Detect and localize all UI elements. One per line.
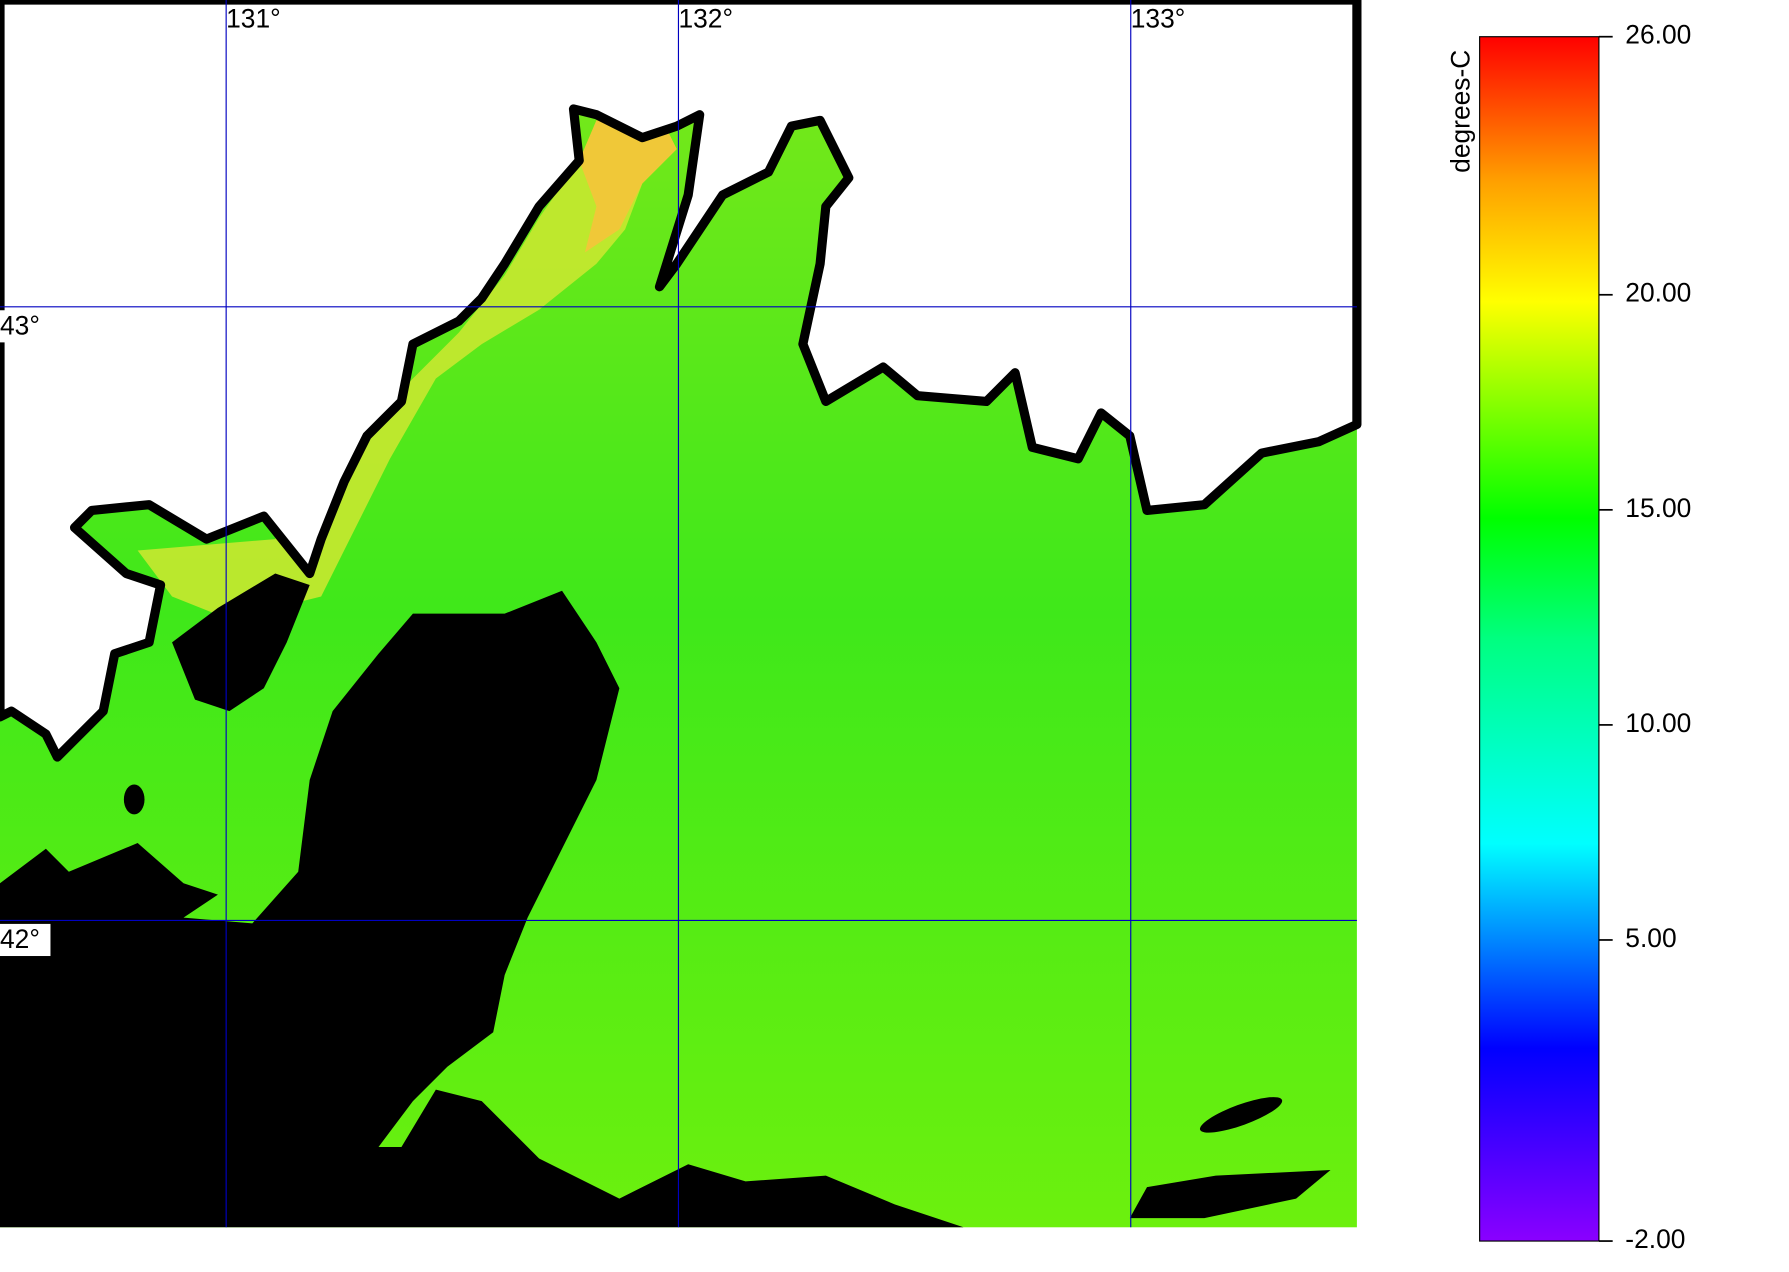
colorbar-label: degrees-C bbox=[1445, 50, 1475, 173]
colorbar-tick-label: 20.00 bbox=[1625, 278, 1691, 308]
colorbar-tick-label: 15.00 bbox=[1625, 493, 1691, 523]
lon-label: 131° bbox=[226, 4, 281, 34]
lat-label: 43° bbox=[0, 310, 40, 340]
colorbar-tick-label: 5.00 bbox=[1625, 923, 1676, 953]
cloud-mask bbox=[1129, 1169, 1331, 1219]
figure-group: degrees-C 131° 132° 133° 43° 42° 26.00 20.00 15… bbox=[0, 0, 1691, 1254]
coastal-hot-band bbox=[579, 120, 677, 253]
cloud-mask bbox=[123, 784, 145, 815]
lat-label-bg bbox=[0, 310, 51, 343]
colorbar bbox=[1479, 36, 1600, 1242]
coastal-warm-band bbox=[137, 120, 677, 620]
cloud-mask bbox=[1199, 1097, 1283, 1133]
cloud-mask bbox=[172, 573, 310, 712]
cloud-mask bbox=[0, 590, 964, 1228]
colorbar-tick-label: 26.00 bbox=[1625, 20, 1691, 50]
land bbox=[0, 0, 1362, 762]
colorbar-tick-label: 10.00 bbox=[1625, 708, 1691, 738]
lat-label-bg bbox=[0, 923, 51, 957]
lat-label: 42° bbox=[0, 924, 40, 954]
colorbar-tick-label: -2.00 bbox=[1625, 1224, 1685, 1254]
lon-label: 133° bbox=[1131, 4, 1186, 34]
lon-label: 132° bbox=[678, 4, 733, 34]
